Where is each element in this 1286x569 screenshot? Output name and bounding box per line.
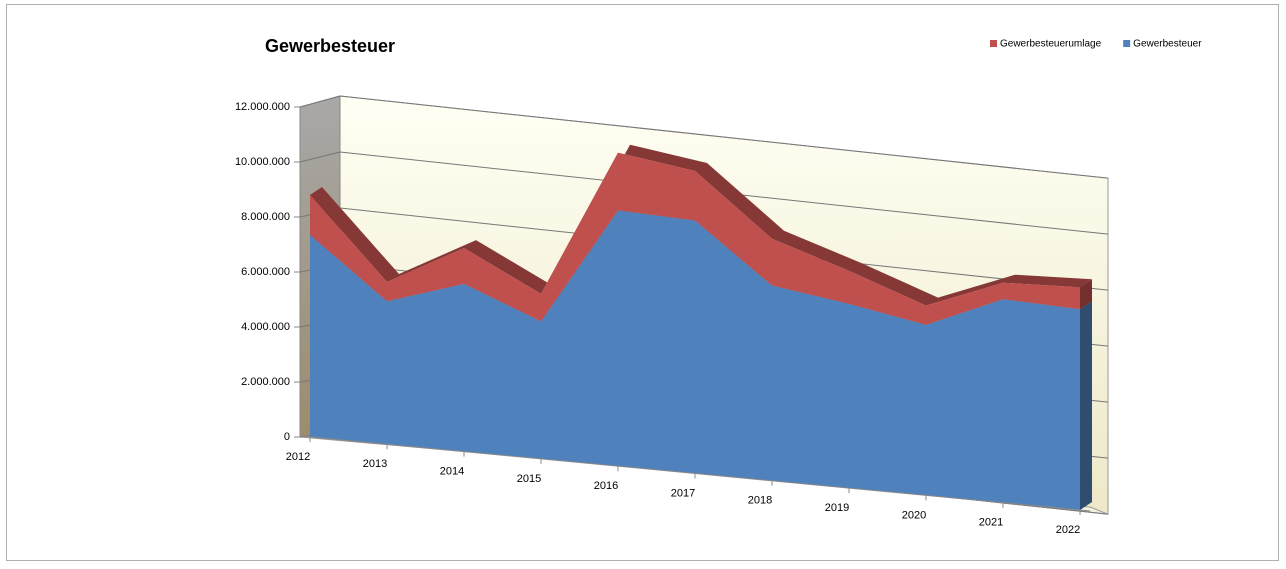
y-tick-label: 10.000.000 [235,156,290,168]
x-tick-label: 2016 [594,480,618,492]
y-tick-label: 2.000.000 [241,376,290,388]
x-tick-label: 2020 [902,509,926,521]
x-tick-label: 2018 [748,495,772,507]
y-tick-label: 8.000.000 [241,211,290,223]
y-tick-label: 6.000.000 [241,266,290,278]
x-tick-label: 2021 [979,517,1003,529]
area [310,152,1080,325]
grid-line [299,151,341,163]
area-top-face [310,144,1092,306]
y-tick-label: 12.000.000 [235,101,290,113]
x-tick-label: 2012 [286,451,310,463]
legend-label: Gewerbesteuerumlage [1000,39,1102,50]
x-tick-label: 2014 [440,466,464,478]
y-tick-label: 4.000.000 [241,321,290,333]
grid-line [299,95,341,108]
grid-line [339,95,1109,179]
x-tick-label: 2017 [671,487,695,499]
x-tick-label: 2022 [1056,524,1080,536]
legend-swatch [1123,40,1131,47]
chart-title: Gewerbesteuer [265,36,395,56]
legend-label: Gewerbesteuer [1133,39,1202,50]
legend-swatch [990,40,997,47]
y-tick-label: 0 [284,431,290,443]
area [310,210,1080,510]
area-side-face [1080,279,1092,310]
x-tick-label: 2019 [825,502,849,514]
area-side-face [1080,301,1092,510]
x-tick-label: 2015 [517,473,541,485]
x-tick-label: 2013 [363,458,387,470]
